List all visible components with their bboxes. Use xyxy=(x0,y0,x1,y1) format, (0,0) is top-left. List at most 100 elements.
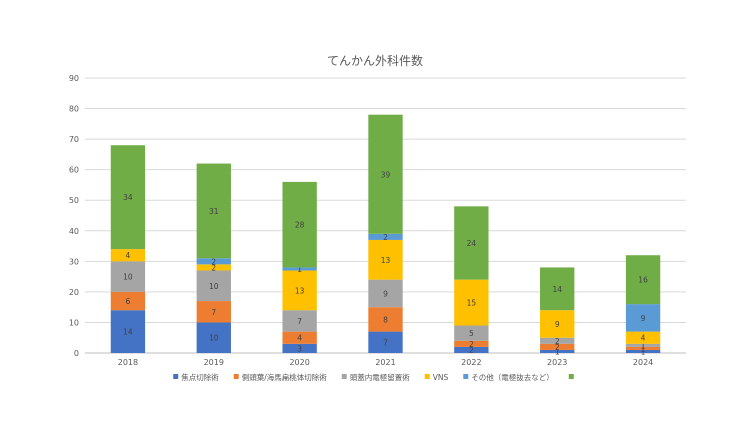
legend-label: VNS xyxy=(433,373,449,382)
legend-swatch xyxy=(233,374,239,379)
bar-segment xyxy=(196,264,231,271)
bar-segment xyxy=(110,145,146,250)
data-label: 34 xyxy=(123,193,133,202)
bar-segment xyxy=(625,346,661,350)
data-label: 2 xyxy=(383,233,388,242)
data-label: 2 xyxy=(469,340,474,349)
data-label: 13 xyxy=(295,286,305,295)
bar-segment xyxy=(540,310,575,338)
bar-segment xyxy=(368,114,403,234)
data-label: 9 xyxy=(641,314,646,323)
data-label: 7 xyxy=(383,338,388,347)
bar-segment xyxy=(282,343,317,353)
data-label: 1 xyxy=(555,347,560,356)
y-tick-label: 80 xyxy=(69,105,79,114)
data-label: 1 xyxy=(641,344,646,353)
data-label: 24 xyxy=(467,239,477,248)
x-tick-label: 2019 xyxy=(204,358,224,367)
bar-segment xyxy=(625,304,661,332)
bar-segment xyxy=(368,233,403,240)
y-tick-label: 50 xyxy=(69,196,79,205)
bar-segment xyxy=(368,279,403,308)
bar-segment xyxy=(625,349,661,353)
data-label: 7 xyxy=(211,308,216,317)
chart-title: てんかん外科件数 xyxy=(326,54,423,68)
data-label: 13 xyxy=(381,256,391,265)
bar-segment xyxy=(282,331,317,344)
bar-segment xyxy=(454,279,489,326)
data-label: 14 xyxy=(552,285,562,294)
bar-segment xyxy=(625,331,661,344)
bar-segment xyxy=(625,255,661,305)
x-tick-label: 2022 xyxy=(461,358,481,367)
data-label: 4 xyxy=(126,251,131,260)
bar-segment xyxy=(454,325,489,341)
data-label: 39 xyxy=(381,170,391,179)
bar-segment xyxy=(282,270,317,311)
data-label: 10 xyxy=(209,282,219,291)
x-tick-label: 2024 xyxy=(633,358,653,367)
data-label: 5 xyxy=(469,329,474,338)
bar-segment xyxy=(368,331,403,353)
bar-segment xyxy=(540,343,575,350)
bar-segment xyxy=(454,340,489,347)
bar-segment xyxy=(282,181,317,268)
y-tick-label: 90 xyxy=(69,74,79,83)
legend-swatch xyxy=(424,374,430,379)
data-label: 4 xyxy=(641,334,646,343)
x-tick-label: 2021 xyxy=(375,358,395,367)
data-label: 1 xyxy=(641,341,646,350)
y-tick-label: 60 xyxy=(69,166,79,175)
bar-segment xyxy=(540,267,575,311)
bar-segment xyxy=(368,239,403,280)
bar-segment xyxy=(196,270,231,302)
data-label: 31 xyxy=(209,207,219,216)
data-label: 9 xyxy=(383,289,388,298)
bar-segment xyxy=(625,343,661,347)
data-label: 4 xyxy=(297,334,302,343)
y-tick-label: 40 xyxy=(69,227,79,236)
x-tick-label: 2018 xyxy=(118,358,138,367)
bar-segment xyxy=(110,249,146,262)
bar-segment xyxy=(196,163,231,259)
data-label: 1 xyxy=(641,347,646,356)
legend-label: 焦点切除術 xyxy=(181,372,219,382)
data-label: 2 xyxy=(555,343,560,352)
y-tick-label: 0 xyxy=(74,349,79,358)
data-label: 9 xyxy=(555,320,560,329)
bar-segment xyxy=(540,337,575,344)
legend-swatch xyxy=(341,374,347,379)
data-label: 14 xyxy=(123,328,133,337)
data-label: 2 xyxy=(469,346,474,355)
y-tick-label: 10 xyxy=(69,318,79,327)
data-label: 28 xyxy=(295,221,305,230)
data-label: 2 xyxy=(555,337,560,346)
data-label: 10 xyxy=(209,334,219,343)
bar-segment xyxy=(282,310,317,332)
data-label: 2 xyxy=(211,257,216,266)
bar-segment xyxy=(110,310,146,353)
legend-label: その他（電極抜去など） xyxy=(471,372,554,382)
bar-segment xyxy=(282,267,317,271)
bar-segment xyxy=(368,307,403,332)
bar-segment xyxy=(454,346,489,353)
bar-segment xyxy=(196,301,231,323)
bar-segment xyxy=(110,261,146,292)
x-tick-label: 2023 xyxy=(547,358,567,367)
bar-segment xyxy=(454,206,489,280)
data-label: 10 xyxy=(123,273,133,282)
legend-label: 側頭葉/海馬扁桃体切除術 xyxy=(242,372,328,382)
legend-label: 頭蓋内電極留置術 xyxy=(350,372,410,382)
data-label: 6 xyxy=(126,297,131,306)
y-tick-label: 70 xyxy=(69,135,79,144)
y-tick-label: 20 xyxy=(69,288,79,297)
bar-segment xyxy=(196,258,231,265)
bar-segment xyxy=(196,322,231,353)
data-label: 1 xyxy=(297,265,302,274)
data-label: 8 xyxy=(383,315,388,324)
legend-swatch xyxy=(463,374,469,379)
y-tick-label: 30 xyxy=(69,257,79,266)
legend-swatch xyxy=(173,374,179,379)
legend-swatch xyxy=(568,374,574,379)
